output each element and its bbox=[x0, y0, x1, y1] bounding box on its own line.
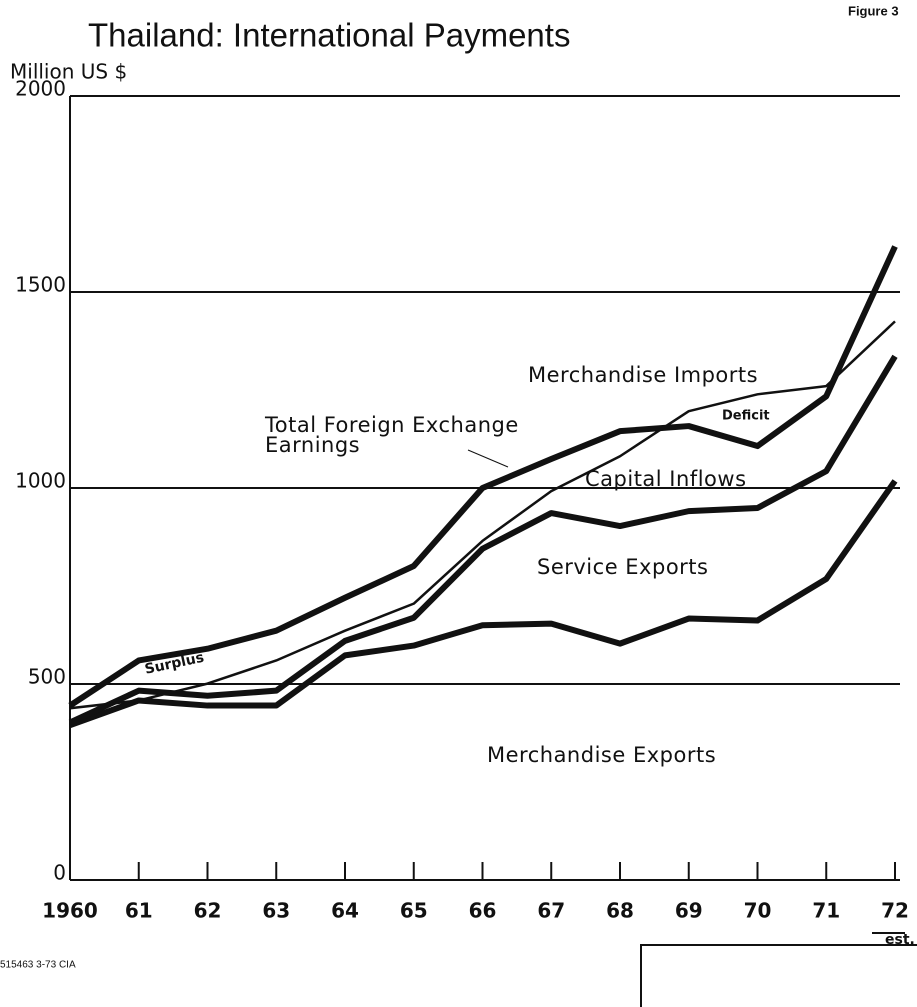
x-tick-label: 64 bbox=[331, 899, 359, 923]
y-tick-label: 500 bbox=[28, 665, 66, 689]
series-label: Merchandise Imports bbox=[528, 363, 759, 387]
x-tick-label: 71 bbox=[812, 899, 840, 923]
x-tick-label: 62 bbox=[194, 899, 222, 923]
annotation: Deficit bbox=[722, 409, 770, 424]
footer: 515463 3-73 CIA bbox=[0, 960, 76, 971]
y-tick-label: 0 bbox=[53, 861, 66, 885]
x-tick-label: 69 bbox=[675, 899, 703, 923]
series-label: Merchandise Exports bbox=[487, 743, 717, 767]
stamp-box bbox=[640, 944, 917, 1007]
y-tick-label: 1500 bbox=[15, 273, 66, 297]
series-line bbox=[68, 354, 898, 726]
series-label: Capital Inflows bbox=[585, 467, 747, 491]
chart-title: Thailand: International Payments bbox=[88, 17, 570, 54]
leader-line bbox=[467, 449, 509, 468]
x-tick-label: 1960 bbox=[42, 899, 98, 923]
total-label: Total Foreign Exchange Earnings bbox=[265, 413, 519, 457]
figure-label: Figure 3 bbox=[848, 3, 899, 18]
series-line bbox=[68, 479, 898, 728]
x-tick-label: 70 bbox=[744, 899, 772, 923]
series-label: Service Exports bbox=[537, 555, 709, 579]
series-line bbox=[69, 320, 896, 710]
x-tick-label: 67 bbox=[537, 899, 565, 923]
series-line bbox=[68, 245, 898, 709]
x-tick-label: 63 bbox=[262, 899, 290, 923]
x-tick-label: 66 bbox=[469, 899, 497, 923]
x-tick-label: 68 bbox=[606, 899, 634, 923]
y-axis-label: Million US $ bbox=[10, 60, 127, 84]
y-tick-label: 1000 bbox=[15, 469, 66, 493]
y-tick-label: 2000 bbox=[15, 77, 66, 101]
x-tick-label: 65 bbox=[400, 899, 428, 923]
x-tick-label: 61 bbox=[125, 899, 153, 923]
x-tick-label: 72 bbox=[881, 899, 909, 923]
